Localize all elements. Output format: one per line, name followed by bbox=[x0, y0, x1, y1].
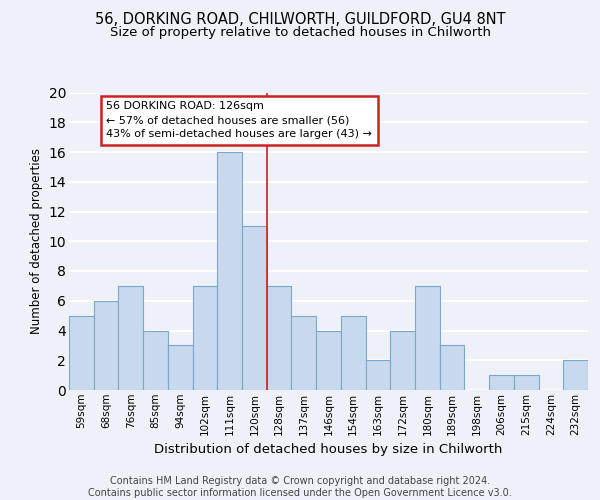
Bar bbox=[143, 330, 168, 390]
Bar bbox=[415, 286, 440, 390]
Bar bbox=[267, 286, 292, 390]
Text: Contains HM Land Registry data © Crown copyright and database right 2024.: Contains HM Land Registry data © Crown c… bbox=[110, 476, 490, 486]
Bar bbox=[440, 346, 464, 390]
Text: Contains public sector information licensed under the Open Government Licence v3: Contains public sector information licen… bbox=[88, 488, 512, 498]
Bar bbox=[390, 330, 415, 390]
Bar bbox=[489, 375, 514, 390]
Bar bbox=[563, 360, 588, 390]
Text: 56, DORKING ROAD, CHILWORTH, GUILDFORD, GU4 8NT: 56, DORKING ROAD, CHILWORTH, GUILDFORD, … bbox=[95, 12, 505, 28]
Text: Size of property relative to detached houses in Chilworth: Size of property relative to detached ho… bbox=[110, 26, 491, 39]
Bar bbox=[292, 316, 316, 390]
Bar bbox=[514, 375, 539, 390]
Bar bbox=[69, 316, 94, 390]
Y-axis label: Number of detached properties: Number of detached properties bbox=[30, 148, 43, 334]
X-axis label: Distribution of detached houses by size in Chilworth: Distribution of detached houses by size … bbox=[154, 443, 503, 456]
Bar bbox=[94, 300, 118, 390]
Bar bbox=[341, 316, 365, 390]
Bar bbox=[168, 346, 193, 390]
Bar bbox=[193, 286, 217, 390]
Bar bbox=[316, 330, 341, 390]
Bar bbox=[217, 152, 242, 390]
Bar bbox=[118, 286, 143, 390]
Bar bbox=[365, 360, 390, 390]
Bar bbox=[242, 226, 267, 390]
Text: 56 DORKING ROAD: 126sqm
← 57% of detached houses are smaller (56)
43% of semi-de: 56 DORKING ROAD: 126sqm ← 57% of detache… bbox=[106, 102, 372, 140]
